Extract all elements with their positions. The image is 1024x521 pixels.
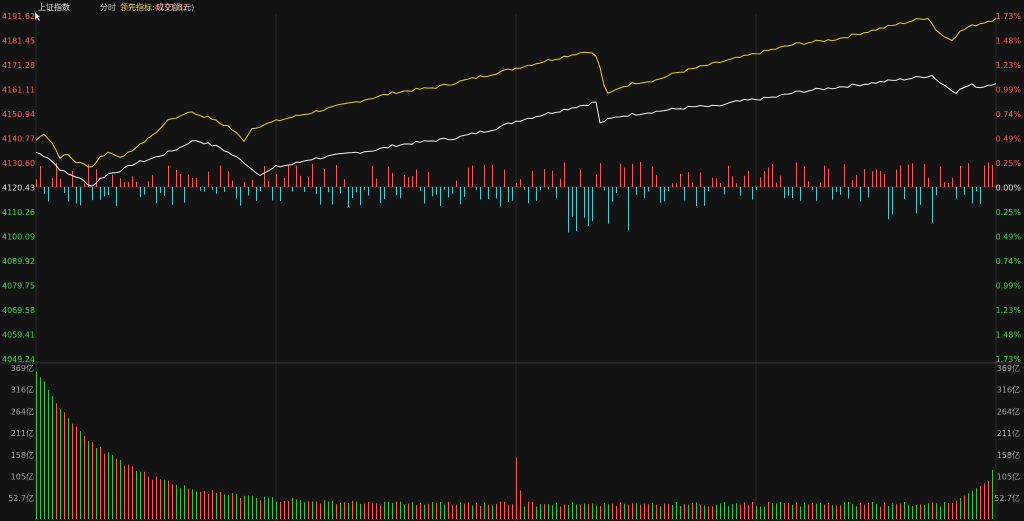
volume-tick-label: 264亿 [11,406,34,416]
mode-label[interactable]: 分时 [100,3,116,12]
percent-tick-label: 1.48% [996,37,1022,46]
percent-tick-label: 0.49% [996,135,1022,144]
lead-indicator-text: 领先指标: [120,3,155,12]
percent-tick-label: 0.74% [996,257,1022,266]
volume-tick-label: 105亿 [997,472,1020,482]
volume-bars [36,371,993,519]
price-tick-label: 4171.28 [2,61,35,70]
percent-tick-label: 0.25% [996,159,1022,168]
price-tick-label: 4181.45 [2,37,35,46]
price-tick-label: 4059.41 [2,331,35,340]
price-tick-label: 4130.60 [2,159,35,168]
index-title[interactable]: 上证指数 [38,3,70,12]
grid-lines [0,14,1024,521]
price-tick-label: 4110.26 [2,208,35,217]
price-tick-label: 4191.62 [2,12,35,21]
volume-tick-label: 211亿 [997,428,1020,438]
sentiment-bars [36,162,993,233]
percent-tick-label: 1.23% [996,61,1022,70]
percent-tick-label: 0.00% [996,184,1022,193]
percent-tick-label: 1.73% [996,355,1022,364]
price-line [35,74,997,187]
volume-tick-label: 316亿 [11,385,34,395]
volume-tick-label: 211亿 [11,428,34,438]
price-tick-label: 4089.92 [2,257,35,266]
volume-tick-label: 52.7亿 [8,493,34,503]
percent-tick-label: 1.23% [996,306,1022,315]
percent-tick-label: 0.99% [996,86,1022,95]
lead-indicator-value: 4191.62 [154,3,188,12]
price-tick-label: 4069.58 [2,306,35,315]
volume-axis: 369亿 369亿 316亿 316亿 264亿 264亿 211亿 211亿 158亿 158亿… [8,363,1020,503]
price-tick-label: 4079.75 [2,282,35,291]
volume-tick-label: 316亿 [997,385,1020,395]
price-tick-label: 4150.94 [2,110,35,119]
price-lines [35,17,997,187]
percent-tick-label: 0.49% [996,233,1022,242]
volume-tick-label: 369亿 [11,363,34,373]
lead-indicator-label: 领先指标:4191.62 [120,2,188,13]
volume-tick-label: 158亿 [997,450,1020,460]
percent-tick-label: 1.73% [996,12,1022,21]
volume-label: 成交额(元) [156,3,195,12]
price-tick-label: 4161.11 [2,86,35,95]
price-tick-label: 4140.77 [2,135,35,144]
lead-line [35,17,997,168]
volume-tick-label: 52.7亿 [994,493,1020,503]
volume-tick-label: 369亿 [997,363,1020,373]
price-tick-label: 4100.09 [2,233,35,242]
percent-tick-label: 0.99% [996,282,1022,291]
percent-tick-label: 0.74% [996,110,1022,119]
price-tick-label: 4120.43 [2,184,35,193]
price-axis: 4191.62 4181.45 4171.28 4161.11 4150.94 4140.… [2,12,35,364]
price-tick-label: 4049.24 [2,355,35,364]
chart-header: 上证指数 分时 领先指标:4191.62 成交额(元) [0,0,1024,14]
percent-axis: 1.73% 1.48% 1.23% 0.99% 0.74% 0.49% 0.25% 0.00%… [996,12,1022,364]
volume-tick-label: 264亿 [997,406,1020,416]
percent-tick-label: 0.25% [996,208,1022,217]
volume-tick-label: 158亿 [11,450,34,460]
cursor-icon [35,12,40,21]
percent-tick-label: 1.48% [996,331,1022,340]
volume-tick-label: 105亿 [11,472,34,482]
